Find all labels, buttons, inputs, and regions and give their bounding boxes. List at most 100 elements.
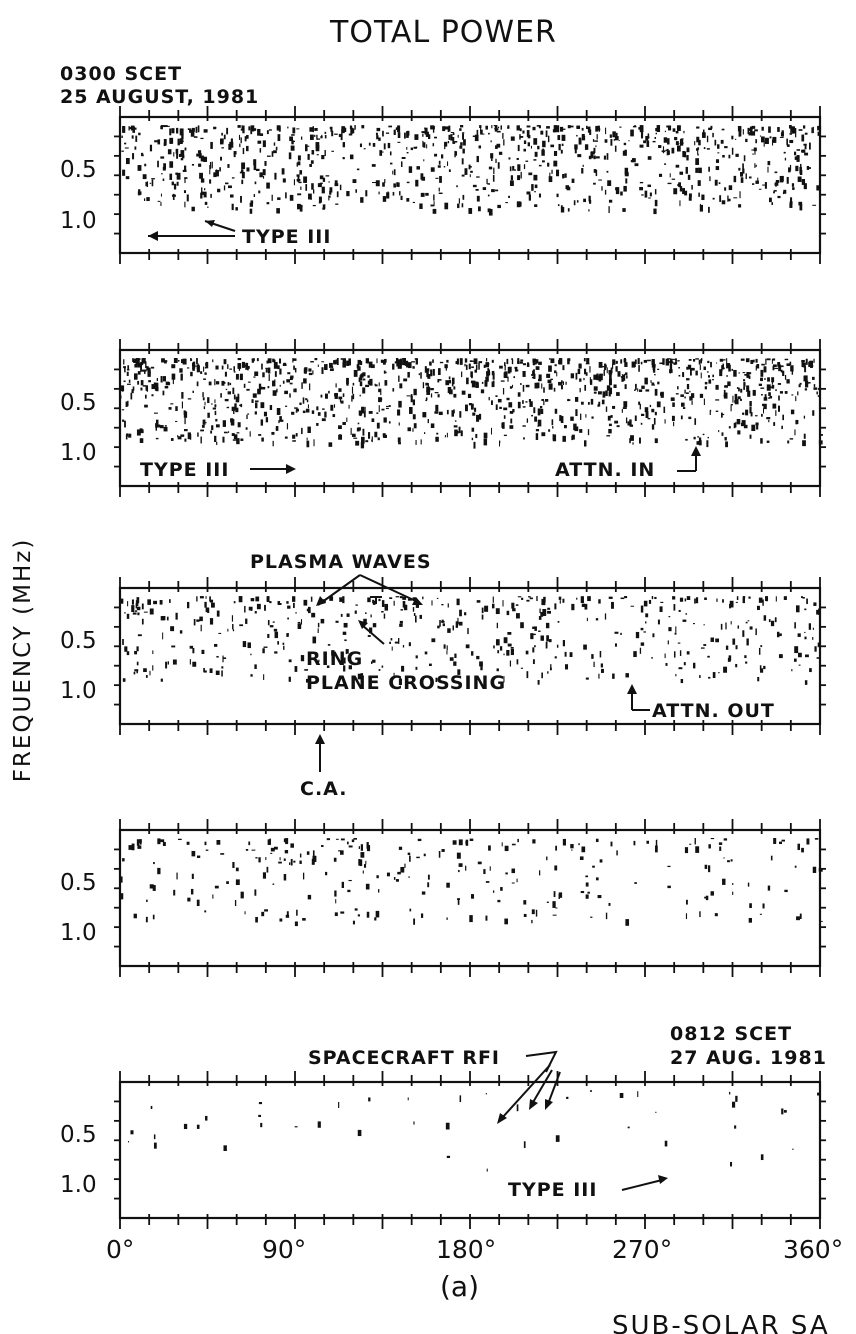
panel-2-point — [677, 360, 680, 362]
panel-1-point — [584, 144, 589, 150]
panel-3-point — [288, 676, 291, 682]
panel-1-point — [456, 185, 458, 188]
panel-1-point — [601, 186, 603, 191]
panel-1-point — [743, 155, 746, 162]
panel-2-point — [644, 377, 648, 385]
panel-2-point — [743, 424, 748, 429]
panel-1-point — [183, 190, 187, 194]
panel-2-point — [651, 424, 655, 430]
panel-2-point — [671, 415, 675, 422]
panel-3-attn-out-annotation: ATTN. OUT — [627, 684, 774, 722]
panel-2-point — [227, 431, 230, 433]
panel-3-point — [133, 671, 136, 675]
panel-1-point — [412, 201, 416, 204]
panel-2-point — [761, 413, 763, 417]
panel-3-point — [162, 632, 164, 640]
panel-4-point — [456, 852, 461, 859]
panel-2-point — [445, 364, 447, 371]
panel-2-point — [361, 436, 365, 444]
panel-1-point — [679, 200, 681, 207]
panel-3-point — [207, 607, 210, 613]
panel-3-point — [422, 596, 424, 600]
panel-1-point — [588, 155, 592, 160]
panel-3-point — [267, 633, 270, 638]
panel-4-point — [340, 850, 344, 855]
panel-2-point — [601, 365, 604, 368]
panel-1-point — [321, 186, 325, 194]
panel-1-point — [182, 169, 187, 172]
panel-2-point — [180, 373, 183, 381]
panel-1-point — [312, 204, 316, 207]
panel-3-point — [476, 600, 481, 603]
panel-2-point — [132, 386, 135, 391]
panel-3-point — [283, 645, 285, 650]
panel-1-point — [715, 159, 720, 163]
panel-3-point — [742, 597, 745, 604]
panel-3-point — [136, 646, 139, 652]
panel-2-point — [779, 391, 784, 394]
panel-2-point — [764, 394, 767, 398]
panel-1-point — [728, 185, 733, 191]
panel-3-point — [804, 631, 806, 634]
panel-4-point — [655, 845, 658, 853]
panel-3-point — [446, 645, 448, 651]
panel-2-point — [609, 373, 612, 380]
panel-1-point — [509, 166, 512, 172]
panel-1-point — [248, 126, 251, 131]
panel-2-attn-in-annotation: ATTN. IN — [555, 446, 701, 481]
panel-2-point — [522, 370, 526, 377]
panel-2-point — [200, 429, 204, 432]
panel-2-point — [590, 398, 594, 405]
panel-5-point — [734, 1125, 737, 1129]
panel-2-point — [204, 422, 207, 424]
panel-1-point — [452, 132, 455, 136]
panel-3-point — [372, 623, 377, 628]
panel-1-point — [241, 169, 244, 174]
panel-2-point — [756, 425, 759, 430]
panel-2-point — [278, 420, 280, 424]
panel-3-point — [534, 626, 537, 631]
panel-2-point — [690, 367, 695, 371]
panel-1-point — [425, 192, 429, 196]
panel-3-point — [720, 623, 723, 630]
panel-4-point — [358, 846, 360, 849]
panel-1-point — [372, 182, 376, 184]
panel-1-point — [597, 125, 600, 129]
panel-2-point — [570, 416, 574, 421]
panel-2-point — [332, 366, 334, 369]
panel-2-point — [204, 372, 207, 375]
panel-1-point — [534, 191, 537, 193]
panel-3-point — [383, 613, 386, 619]
panel-1-point — [303, 176, 308, 183]
panel-1-point — [747, 127, 750, 135]
panel-2-point — [222, 420, 226, 427]
panel-2-point — [160, 376, 163, 383]
panel-2-point — [688, 416, 692, 420]
panel-2-point — [422, 412, 427, 418]
panel-1-point — [230, 138, 233, 143]
panel-3-point — [442, 623, 445, 627]
panel-2-point — [733, 369, 737, 377]
panel-1-point — [296, 128, 300, 130]
panel-2-point — [284, 390, 288, 395]
panel-1-point — [738, 134, 741, 137]
panel-4-point — [261, 911, 265, 917]
panel-2-point — [672, 402, 675, 407]
panel-2-point — [181, 401, 183, 409]
panel-2-point — [274, 371, 277, 377]
panel-2-point — [374, 383, 376, 386]
panel-4-point — [398, 846, 403, 850]
panel-4-point — [555, 907, 558, 909]
panel-1-point — [138, 132, 141, 136]
panel-1-point — [476, 195, 480, 202]
panel-1-point — [531, 184, 534, 191]
panel-4-point — [492, 890, 495, 893]
panel-1-point — [727, 198, 731, 202]
panel-1-point — [421, 131, 426, 134]
panel-4-point — [730, 859, 733, 862]
panel-3-point — [233, 601, 236, 604]
panel-3-point — [707, 655, 710, 658]
panel-2-point — [295, 411, 298, 413]
panel-2-point — [211, 425, 214, 431]
panel-2-point — [396, 358, 399, 362]
